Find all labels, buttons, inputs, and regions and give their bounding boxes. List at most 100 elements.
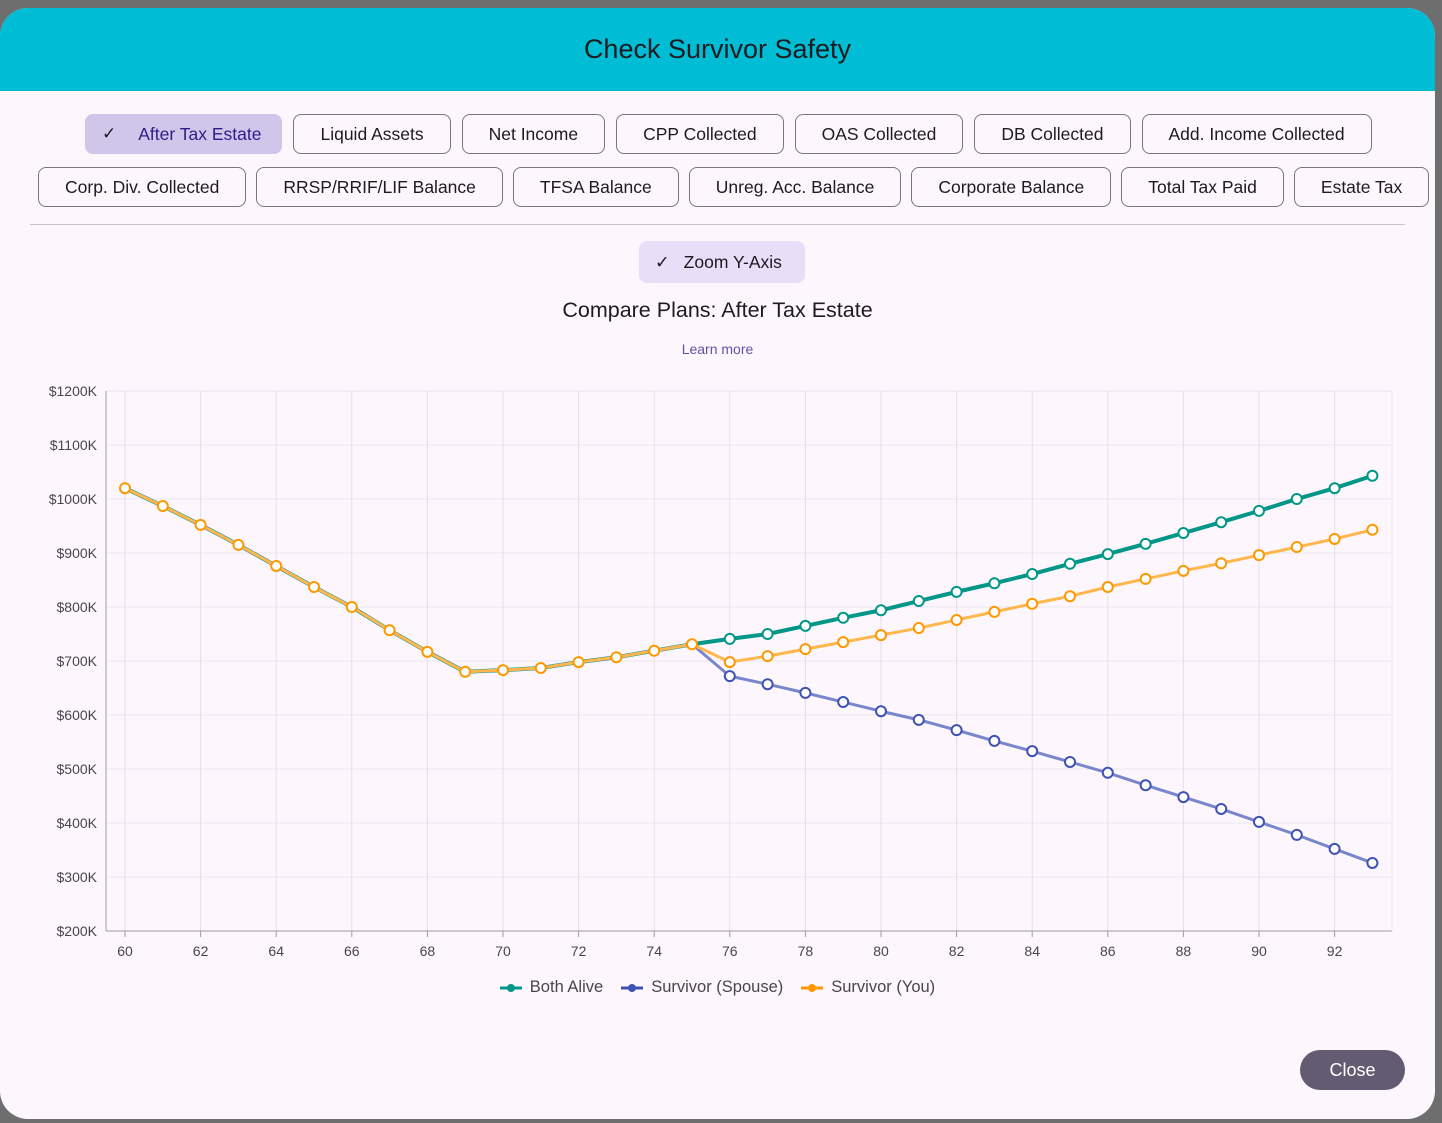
data-point: [1253, 815, 1265, 828]
metric-chip-tfsa-balance[interactable]: TFSA Balance: [512, 167, 679, 207]
chip-label: RRSP/RRIF/LIF Balance: [283, 176, 476, 197]
data-point: [1064, 755, 1076, 768]
data-point: [232, 538, 245, 551]
close-button[interactable]: Close: [1300, 1050, 1405, 1090]
metric-chip-estate-tax[interactable]: Estate Tax: [1293, 167, 1430, 207]
data-point: [988, 577, 1001, 590]
divider: [30, 224, 1405, 225]
x-tick-label: 74: [646, 943, 662, 959]
data-point: [1064, 557, 1076, 570]
data-point: [534, 662, 547, 675]
dialog-header: Check Survivor Safety: [0, 8, 1435, 91]
data-point: [875, 705, 887, 718]
data-point: [1101, 548, 1114, 561]
data-point: [1139, 537, 1152, 550]
chip-label: Add. Income Collected: [1168, 123, 1345, 144]
data-point: [799, 643, 812, 656]
data-point: [837, 636, 850, 649]
data-point: [950, 613, 963, 626]
data-point: [875, 604, 887, 617]
chart-title: Compare Plans: After Tax Estate: [562, 298, 873, 322]
data-point: [648, 644, 661, 657]
data-point: [1026, 597, 1039, 610]
metric-chip-net-income[interactable]: Net Income: [461, 114, 606, 154]
x-tick-label: 62: [193, 943, 209, 959]
metric-chip-total-tax-paid[interactable]: Total Tax Paid: [1121, 167, 1284, 207]
data-point: [1026, 568, 1039, 581]
data-point: [1328, 842, 1341, 855]
data-point: [988, 605, 1001, 618]
data-point: [194, 518, 207, 531]
survivor-safety-dialog: Check Survivor Safety ✓ After Tax Estate L…: [0, 8, 1435, 1119]
x-tick-label: 90: [1251, 943, 1267, 959]
legend-item[interactable]: Survivor (Spouse): [621, 978, 783, 997]
metric-chip-corp-div-collected[interactable]: Corp. Div. Collected: [38, 167, 247, 207]
data-point: [1366, 469, 1379, 482]
metric-chip-liquid-assets[interactable]: Liquid Assets: [293, 114, 451, 154]
data-point: [1139, 779, 1152, 792]
metric-chip-db-collected[interactable]: DB Collected: [974, 114, 1131, 154]
x-tick-label: 78: [798, 943, 814, 959]
data-point: [1328, 532, 1341, 545]
data-point: [270, 559, 283, 572]
data-point: [1177, 791, 1190, 804]
data-point: [912, 595, 925, 608]
metric-chip-unreg-acc-balance[interactable]: Unreg. Acc. Balance: [688, 167, 902, 207]
data-point: [723, 632, 736, 645]
legend-item[interactable]: Survivor (You): [801, 978, 935, 997]
x-tick-label: 84: [1024, 943, 1040, 959]
x-tick-label: 86: [1100, 943, 1116, 959]
data-point: [912, 622, 925, 635]
data-point: [761, 628, 774, 640]
learn-more-link[interactable]: Learn more: [681, 341, 754, 357]
data-point: [1026, 745, 1039, 758]
metric-chip-add-income-collected[interactable]: Add. Income Collected: [1141, 114, 1372, 154]
x-tick-label: 88: [1176, 943, 1192, 959]
zoom-y-axis-toggle[interactable]: ✓ Zoom Y-Axis: [639, 241, 805, 283]
data-point: [1328, 482, 1341, 495]
metric-chip-after-tax-estate[interactable]: ✓ After Tax Estate: [85, 114, 283, 154]
chip-label: Estate Tax: [1320, 176, 1403, 197]
metric-chips-row-2: Corp. Div. Collected RRSP/RRIF/LIF Balanc…: [38, 167, 1430, 207]
data-point: [459, 665, 472, 678]
chip-label: TFSA Balance: [539, 176, 652, 197]
data-point: [1064, 590, 1076, 603]
x-tick-label: 68: [420, 943, 436, 959]
series-line-survivor-you-: [124, 486, 1373, 674]
data-point: [156, 500, 169, 513]
data-point: [723, 656, 736, 669]
chart-legend: Both Alive Survivor (Spouse) Survivor (You…: [0, 978, 1435, 997]
check-icon: ✓: [102, 124, 117, 143]
data-point: [119, 482, 131, 495]
x-tick-label: 60: [117, 943, 133, 959]
metric-chip-cpp-collected[interactable]: CPP Collected: [616, 114, 784, 154]
chip-label: CPP Collected: [643, 123, 757, 144]
data-point: [1253, 549, 1265, 562]
data-point: [1101, 581, 1114, 594]
data-point: [761, 650, 774, 663]
chip-label: Corp. Div. Collected: [65, 176, 220, 197]
x-tick-label: 92: [1327, 943, 1343, 959]
data-point: [1177, 564, 1190, 577]
chip-label: Corporate Balance: [938, 176, 1085, 197]
data-point: [950, 585, 963, 598]
y-tick-label: $600K: [57, 707, 98, 723]
x-tick-label: 76: [722, 943, 738, 959]
data-point: [1215, 802, 1228, 815]
data-point: [345, 601, 358, 613]
x-tick-label: 72: [571, 943, 587, 959]
data-point: [799, 686, 812, 699]
y-tick-label: $1100K: [50, 437, 98, 453]
legend-label: Survivor (Spouse): [651, 978, 784, 996]
data-point: [1366, 523, 1379, 536]
data-point: [1177, 527, 1190, 540]
data-point: [572, 656, 585, 669]
data-point: [497, 664, 509, 677]
metric-chip-oas-collected[interactable]: OAS Collected: [794, 114, 964, 154]
legend-item[interactable]: Both Alive: [499, 978, 603, 997]
metric-chip-rrsp-rrif-lif-balance[interactable]: RRSP/RRIF/LIF Balance: [256, 167, 503, 207]
data-point: [988, 734, 1001, 747]
data-point: [875, 629, 887, 642]
metric-chip-corporate-balance[interactable]: Corporate Balance: [911, 167, 1112, 207]
data-point: [1101, 766, 1114, 779]
